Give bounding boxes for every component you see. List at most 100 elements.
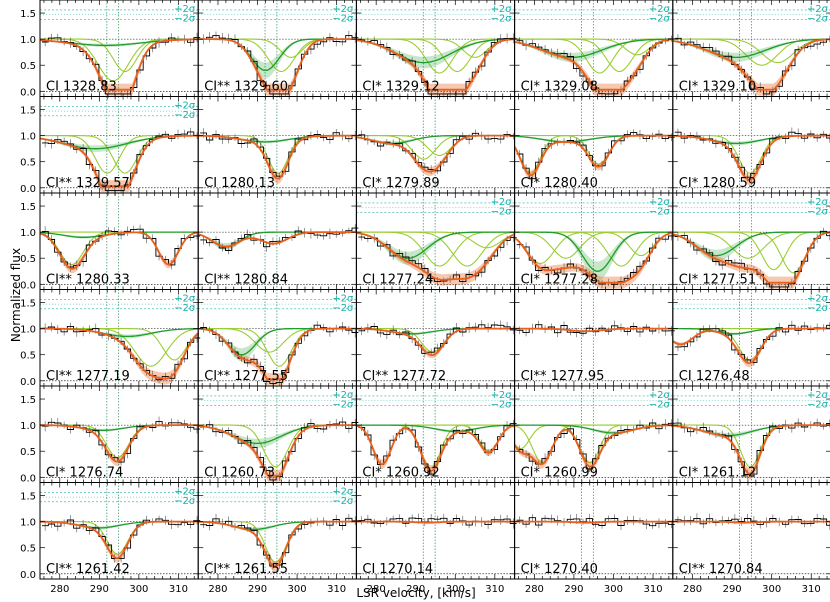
sigma-lower-label: −2σ [649, 13, 671, 24]
y-tick-label: 1.5 [20, 9, 36, 20]
total-fit-band [198, 135, 357, 184]
data-spectrum [200, 132, 359, 177]
sigma-upper-label: +2σ [649, 4, 671, 15]
panel-label: CI 1328.83 [46, 80, 117, 95]
sigma-upper-label: +2σ [649, 390, 671, 401]
total-fit-band [514, 232, 673, 289]
x-tick-label: 310 [643, 584, 662, 595]
total-fit-line [356, 134, 515, 173]
broad-component-band [40, 328, 199, 339]
total-fit-line [198, 327, 357, 381]
data-spectrum [516, 132, 675, 180]
data-spectrum [674, 324, 830, 363]
panel: +2σ−2σ CI** 1277.55 [198, 290, 359, 389]
panel-label: CI* 1277.51 [679, 273, 756, 288]
y-tick-label: 1.0 [20, 325, 36, 336]
panel: +2σ−2σ CI* 1277.51 [673, 193, 830, 292]
panel: +2σ−2σ CI** 1261.55 280 290 300 310 [198, 483, 359, 595]
x-tick-label: 310 [485, 584, 504, 595]
data-spectrum [42, 518, 201, 559]
sigma-upper-label: +2σ [174, 100, 196, 111]
y-axis-label: Normalized flux [9, 248, 23, 342]
sigma-lower-label: −2σ [491, 399, 513, 410]
component-profile [514, 38, 673, 56]
y-tick-label: 0.5 [20, 254, 36, 265]
broad-component-band [672, 39, 830, 62]
y-tick-label: 0.0 [20, 473, 36, 484]
sigma-lower-label: −2σ [491, 206, 513, 217]
total-fit-band [198, 521, 357, 572]
total-fit-line [39, 134, 199, 188]
panel: CI** 1277.72 [355, 289, 517, 387]
panel-label: CI 1277.24 [362, 273, 433, 288]
total-fit-band [40, 39, 199, 96]
broad-component-line [514, 231, 673, 272]
sigma-lower-label: −2σ [649, 206, 671, 217]
panel-label: CI* 1280.59 [679, 176, 756, 191]
broad-component-band [40, 135, 199, 152]
panel-label: CI* 1280.40 [521, 176, 598, 191]
x-tick-label: 300 [604, 584, 623, 595]
x-tick-label: 280 [525, 584, 544, 595]
panel-label: CI** 1261.55 [204, 562, 288, 577]
x-tick-label: 310 [802, 584, 821, 595]
y-tick-label: 0.0 [20, 570, 36, 581]
sigma-upper-label: +2σ [807, 293, 829, 304]
data-spectrum [358, 37, 517, 95]
y-tick-label: 0.0 [20, 184, 36, 195]
data-spectrum [674, 422, 830, 475]
panel: +2σ−2σ CI** 1277.19 0.0 0.5 1.0 1.5 [20, 290, 201, 388]
total-fit-line [513, 424, 673, 468]
broad-component-band [514, 232, 673, 281]
y-tick-label: 0.0 [20, 377, 36, 388]
broad-component-band [514, 39, 673, 62]
panel-label: CI* 1329.10 [679, 80, 756, 95]
y-tick-label: 1.5 [20, 492, 36, 503]
total-fit-line [40, 520, 199, 559]
sigma-upper-label: +2σ [332, 486, 354, 497]
x-tick-label: 290 [248, 584, 267, 595]
y-tick-label: 1.0 [20, 421, 36, 432]
y-tick-label: 0.0 [20, 87, 36, 98]
sigma-lower-label: −2σ [491, 13, 513, 24]
data-spectrum [200, 227, 359, 251]
y-tick-label: 1.0 [20, 228, 36, 239]
panel: +2σ−2σ CI* 1329.10 [673, 0, 830, 98]
broad-component-band [356, 39, 515, 69]
x-tick-label: 280 [683, 584, 702, 595]
total-fit-line [672, 424, 830, 475]
x-tick-label: 290 [406, 584, 425, 595]
y-tick-label: 1.5 [20, 395, 36, 406]
panel-label: CI* 1329.12 [362, 80, 439, 95]
sigma-lower-label: −2σ [174, 13, 196, 24]
x-tick-label: 280 [50, 584, 69, 595]
panel-label: CI* 1261.12 [679, 466, 756, 481]
panel: CI* 1280.40 [513, 96, 675, 194]
y-tick-label: 0.5 [20, 158, 36, 169]
panel-frame [672, 482, 830, 580]
panel-label: CI* 1260.92 [362, 466, 439, 481]
panel-label: CI* 1279.89 [362, 176, 439, 191]
total-fit-band [672, 135, 830, 186]
total-fit-line [514, 520, 673, 524]
total-fit-line [356, 424, 515, 472]
panel-label: CI* 1329.08 [521, 80, 598, 95]
total-fit-line [672, 520, 830, 524]
x-tick-label: 280 [208, 584, 227, 595]
component-profile [356, 231, 515, 249]
total-fit-line [672, 134, 830, 181]
data-spectrum [674, 517, 830, 526]
panel: +2σ−2σ CI* 1260.92 [356, 386, 517, 483]
panel-label: CI** 1329.57 [46, 176, 130, 191]
panel-label: CI 1260.73 [204, 466, 275, 481]
y-tick-label: 0.5 [20, 544, 36, 555]
panel: CI** 1277.95 [514, 289, 675, 387]
sigma-lower-label: −2σ [174, 303, 196, 314]
y-tick-label: 1.0 [20, 132, 36, 143]
total-fit-line [356, 38, 515, 91]
total-fit-line [198, 520, 357, 568]
panel: +2σ−2σ CI 1260.73 [198, 386, 359, 485]
data-spectrum [516, 422, 675, 470]
panel-label: CI** 1277.55 [204, 369, 288, 384]
